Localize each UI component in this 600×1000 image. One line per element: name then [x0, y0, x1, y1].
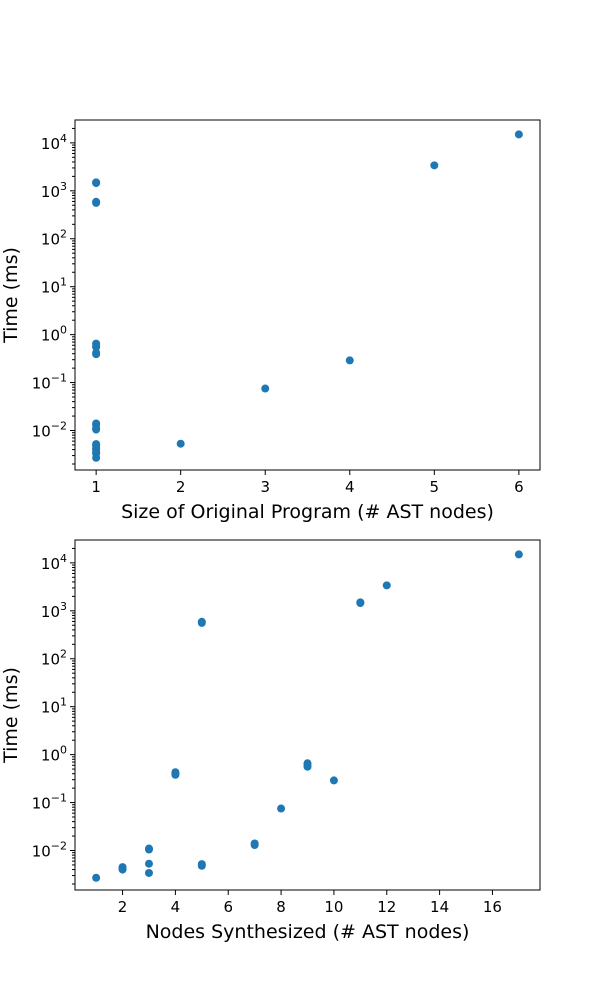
- y-tick-label: 10−1: [32, 372, 67, 393]
- plot-area-frame: [74, 539, 541, 891]
- x-tick-label: 2: [118, 898, 128, 916]
- x-tick-label: 16: [483, 898, 502, 916]
- data-point: [261, 384, 270, 393]
- data-point: [356, 599, 365, 608]
- y-tick-label: 103: [41, 600, 67, 621]
- y-tick-label: 10−1: [32, 792, 67, 813]
- x-tick-label: 2: [176, 478, 186, 496]
- data-point: [382, 581, 391, 590]
- data-point: [514, 130, 523, 139]
- plot-area-frame: [74, 119, 541, 471]
- data-point: [514, 550, 523, 559]
- y-tick-label: 104: [41, 552, 67, 573]
- x-tick-label: 5: [430, 478, 440, 496]
- x-axis-label-bottom: Nodes Synthesized (# AST nodes): [146, 921, 470, 943]
- y-tick-label: 103: [41, 180, 67, 201]
- y-axis-label-bottom: Time (ms): [0, 667, 22, 764]
- x-tick-label: 8: [276, 898, 286, 916]
- x-tick-label: 4: [171, 898, 181, 916]
- y-tick-label: 10−2: [32, 420, 67, 441]
- data-point: [144, 868, 153, 877]
- data-point: [345, 356, 354, 365]
- y-tick-label: 101: [41, 276, 67, 297]
- x-tick-label: 12: [377, 898, 396, 916]
- data-point: [277, 804, 286, 813]
- x-axis-label-top: Size of Original Program (# AST nodes): [121, 501, 494, 523]
- data-point: [303, 762, 312, 771]
- data-point: [92, 350, 101, 359]
- y-tick-label: 101: [41, 696, 67, 717]
- data-point: [171, 770, 180, 779]
- data-point: [92, 453, 101, 462]
- x-tick-label: 3: [260, 478, 270, 496]
- y-tick-label: 100: [41, 324, 67, 345]
- data-point: [92, 198, 101, 207]
- data-point: [329, 776, 338, 785]
- data-point: [92, 179, 101, 188]
- data-point: [92, 343, 101, 352]
- x-tick-label: 10: [324, 898, 343, 916]
- y-tick-label: 102: [41, 648, 67, 669]
- chart-panel-top: Size of Original Program (# AST nodes) T…: [0, 119, 541, 523]
- y-tick-label: 100: [41, 744, 67, 765]
- y-tick-label: 104: [41, 132, 67, 153]
- y-axis-label-top: Time (ms): [0, 247, 22, 344]
- data-point: [92, 873, 101, 882]
- data-point: [92, 425, 101, 434]
- x-tick-label: 14: [430, 898, 449, 916]
- x-tick-label: 6: [514, 478, 524, 496]
- data-point: [144, 845, 153, 854]
- x-tick-label: 1: [91, 478, 101, 496]
- data-point: [197, 618, 206, 627]
- data-point: [118, 865, 127, 874]
- x-tick-label: 6: [223, 898, 233, 916]
- y-tick-label: 10−2: [32, 840, 67, 861]
- data-point: [176, 439, 185, 448]
- data-point: [197, 861, 206, 870]
- data-point: [144, 859, 153, 868]
- x-tick-label: 4: [345, 478, 355, 496]
- data-point: [250, 841, 259, 850]
- data-point: [430, 161, 439, 170]
- chart-panel-bottom: Nodes Synthesized (# AST nodes) Time (ms…: [0, 539, 541, 943]
- y-tick-label: 102: [41, 228, 67, 249]
